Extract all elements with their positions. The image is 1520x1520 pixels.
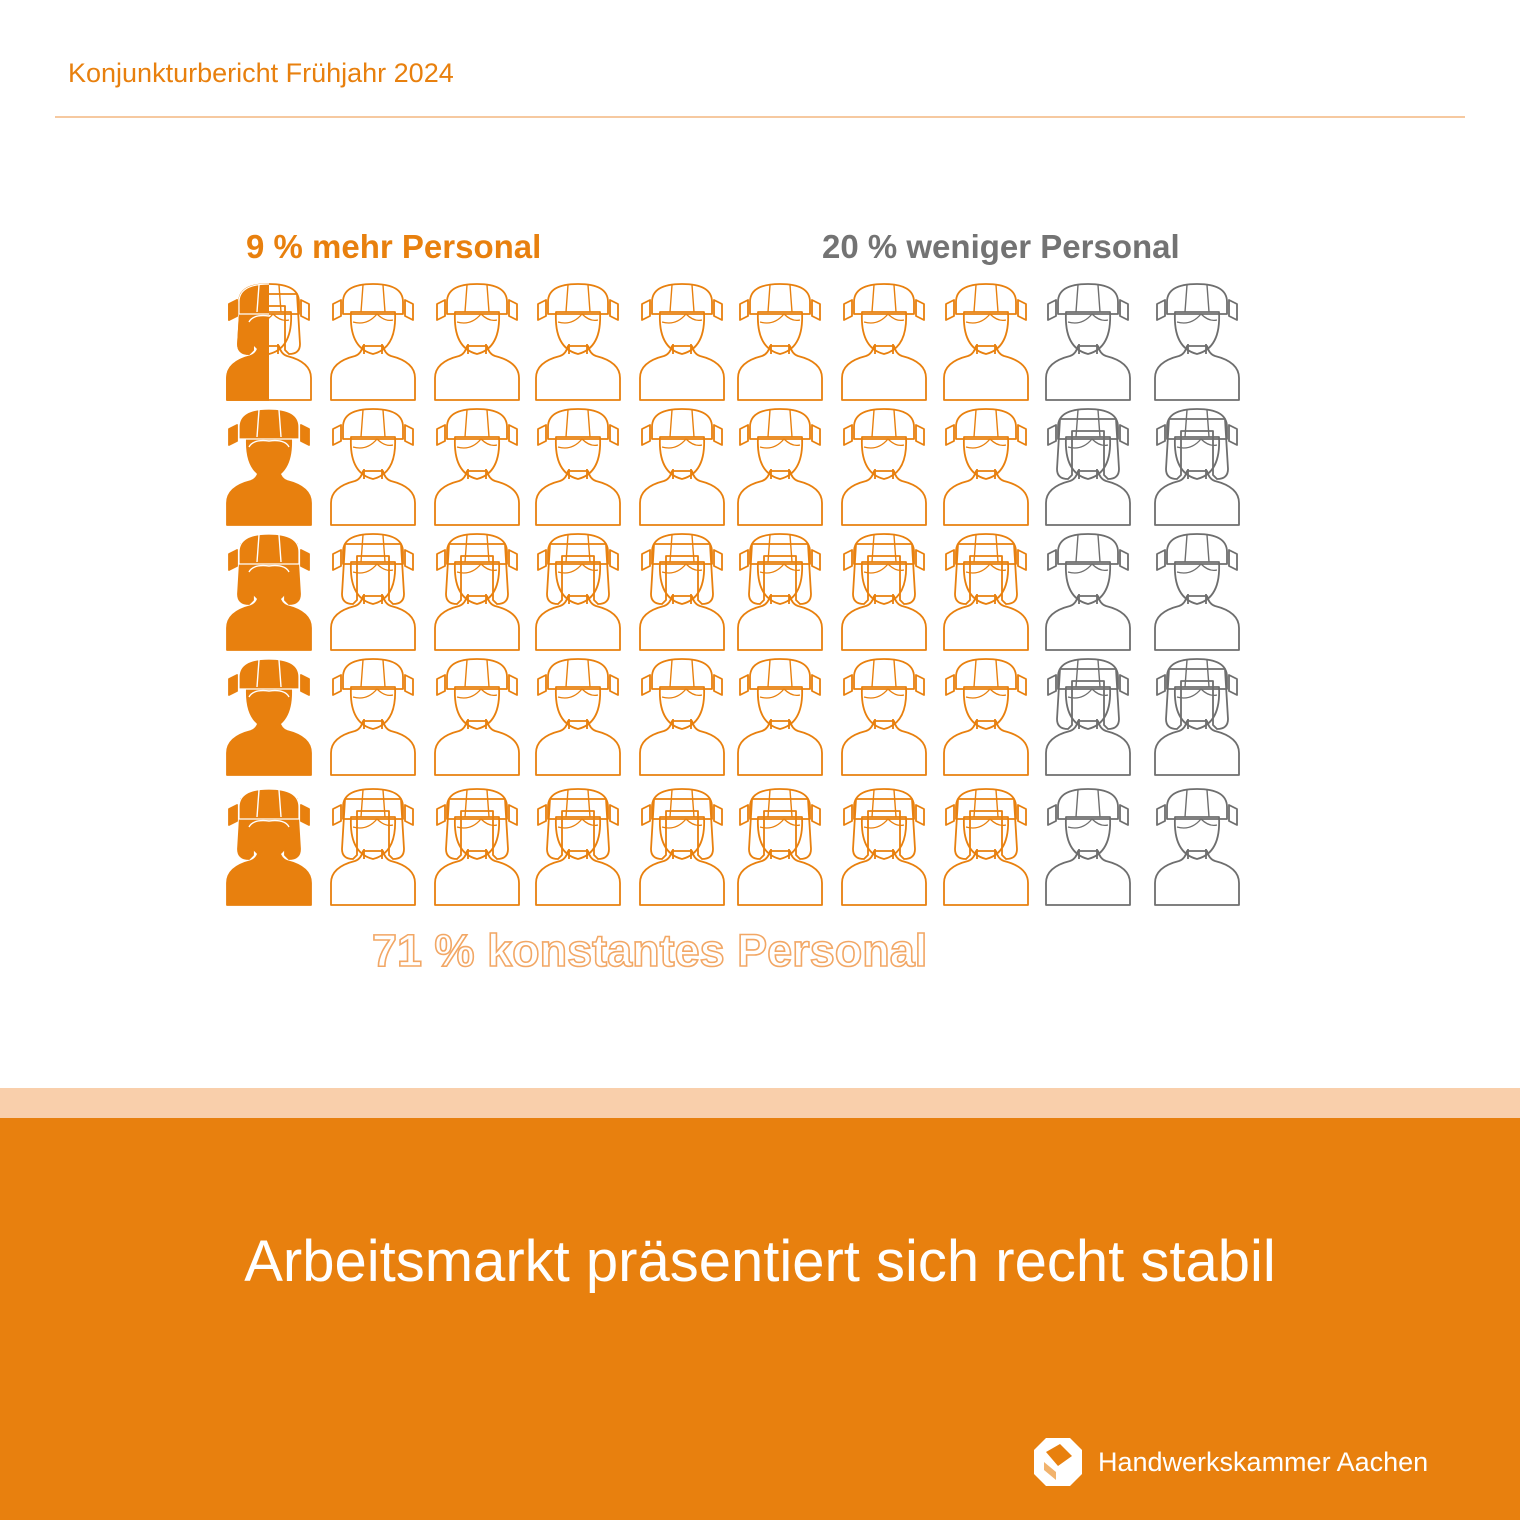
person-icon-constant [535, 658, 621, 776]
person-icon-constant [737, 788, 823, 906]
person-icon-more [226, 283, 312, 401]
staff-pictogram-chart [226, 283, 1240, 906]
person-icon-more [226, 788, 312, 906]
person-icon-constant [639, 408, 725, 526]
person-icon-constant [330, 658, 416, 776]
person-icon-constant [943, 788, 1029, 906]
person-icon-constant [330, 283, 416, 401]
person-icon-constant [943, 533, 1029, 651]
person-icon-constant [434, 658, 520, 776]
person-icon-constant [434, 533, 520, 651]
label-more-staff: 9 % mehr Personal [246, 228, 542, 265]
person-icon-less [1045, 408, 1131, 526]
label-less-staff: 20 % weniger Personal [822, 228, 1180, 265]
header-divider [55, 116, 1465, 118]
person-icon-less [1154, 283, 1240, 401]
person-icon-constant [535, 788, 621, 906]
person-icon-less [1154, 658, 1240, 776]
person-icon-constant [639, 533, 725, 651]
chamber-logo-icon [1034, 1438, 1082, 1486]
person-icon-constant [330, 533, 416, 651]
person-icon-less [1045, 283, 1131, 401]
person-icon-constant [639, 658, 725, 776]
person-icon-constant [841, 658, 927, 776]
person-icon-constant [434, 788, 520, 906]
person-icon-constant [943, 283, 1029, 401]
person-icon-constant [841, 283, 927, 401]
chamber-logo-text: Handwerkskammer Aachen [1098, 1446, 1429, 1477]
person-icon-constant [535, 283, 621, 401]
person-icon-less [1154, 408, 1240, 526]
person-icon-more [226, 408, 312, 526]
person-icon-constant [841, 408, 927, 526]
person-icon-constant [737, 408, 823, 526]
person-icon-constant [841, 788, 927, 906]
person-icon-constant [841, 533, 927, 651]
person-icon-constant [535, 533, 621, 651]
footer-headline: Arbeitsmarkt präsentiert sich recht stab… [244, 1229, 1276, 1294]
person-icon-constant [943, 408, 1029, 526]
person-icon-constant [434, 283, 520, 401]
label-constant-staff: 71 % konstantes Personal [371, 924, 928, 977]
person-icon-less [1045, 788, 1131, 906]
person-icon-constant [330, 788, 416, 906]
person-icon-constant [737, 533, 823, 651]
footer-accent-stripe [0, 1088, 1520, 1118]
chamber-logo: Handwerkskammer Aachen [1032, 1434, 1428, 1490]
person-icon-constant [737, 283, 823, 401]
person-icon-less [1045, 533, 1131, 651]
person-icon-constant [639, 788, 725, 906]
person-icon-constant [434, 408, 520, 526]
person-icon-less [1154, 788, 1240, 906]
person-icon-more [226, 533, 312, 651]
person-icon-less [1045, 658, 1131, 776]
report-title: Konjunkturbericht Frühjahr 2024 [68, 58, 454, 88]
person-icon-more [226, 658, 312, 776]
person-icon-constant [943, 658, 1029, 776]
person-icon-constant [535, 408, 621, 526]
person-icon-constant [737, 658, 823, 776]
person-icon-less [1154, 533, 1240, 651]
person-icon-constant [639, 283, 725, 401]
person-icon-constant [330, 408, 416, 526]
footer-band [0, 1118, 1520, 1520]
